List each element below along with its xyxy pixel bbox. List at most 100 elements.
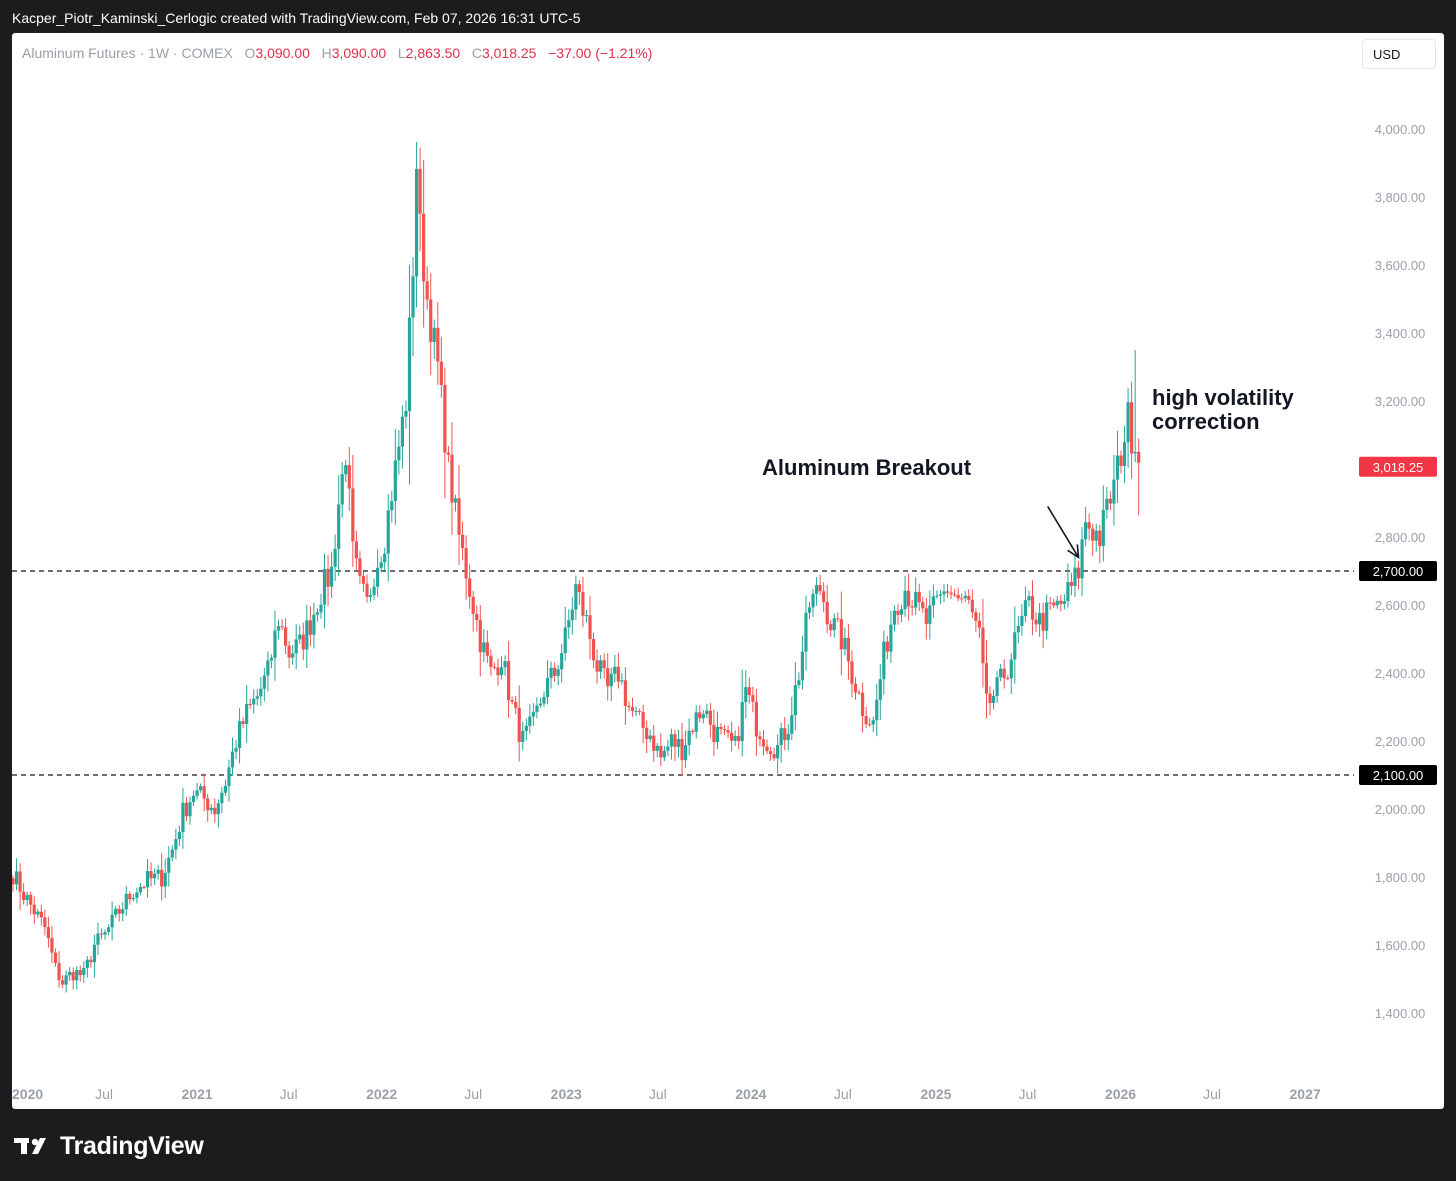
candle-body xyxy=(89,959,93,963)
candle-body xyxy=(740,702,744,742)
candle xyxy=(209,804,213,815)
candle-body xyxy=(485,642,489,656)
candle-body xyxy=(871,720,875,725)
x-tick-label: 2026 xyxy=(1105,1086,1136,1102)
candle-body xyxy=(804,612,808,652)
candle-body xyxy=(772,754,776,759)
candle-body xyxy=(1055,600,1059,606)
candle xyxy=(1052,598,1056,609)
candle xyxy=(298,625,302,644)
candle-body xyxy=(967,595,971,600)
candles xyxy=(12,141,1141,993)
price-chart[interactable]: 1,400.00 1,600.00 1,800.00 2,000.00 2,200.00… xyxy=(12,33,1444,1109)
candle xyxy=(616,653,620,689)
candle-body xyxy=(538,703,543,706)
candle xyxy=(1013,606,1017,684)
candle xyxy=(372,578,376,600)
candle-body xyxy=(510,700,514,702)
tradingview-logo[interactable]: TradingView xyxy=(14,1128,204,1164)
candle xyxy=(340,462,344,518)
currency-button[interactable]: USD xyxy=(1362,39,1436,69)
candle xyxy=(92,934,97,978)
candle xyxy=(892,605,897,632)
candle-body xyxy=(121,909,125,914)
candle-body xyxy=(457,498,461,535)
candle-body xyxy=(616,666,620,682)
candle-body xyxy=(814,585,819,594)
annotation-volatility-line2[interactable]: correction xyxy=(1152,409,1260,434)
candle-body xyxy=(496,667,500,676)
candle xyxy=(319,593,323,619)
candle xyxy=(620,673,624,685)
candle-body xyxy=(722,729,727,731)
candle-body xyxy=(560,653,564,670)
candle xyxy=(574,575,578,621)
candle-body xyxy=(683,745,688,761)
candle-body xyxy=(1098,530,1102,546)
candle-body xyxy=(574,584,578,610)
candle xyxy=(326,555,330,606)
candle-body xyxy=(131,897,135,900)
candle xyxy=(963,590,967,603)
candle-body xyxy=(291,653,295,658)
candle-body xyxy=(1009,659,1013,679)
candle xyxy=(793,662,797,731)
candle xyxy=(602,653,606,679)
candle-body xyxy=(206,798,210,811)
candle-body xyxy=(230,751,235,768)
candle-body xyxy=(36,911,40,915)
candle-body xyxy=(953,594,957,596)
candle xyxy=(57,951,61,988)
candle-body xyxy=(223,785,228,793)
candle-body xyxy=(521,730,525,742)
x-tick-label: 2023 xyxy=(551,1086,582,1102)
candle-body xyxy=(584,615,589,617)
chart-panel[interactable]: 1,400.00 1,600.00 1,800.00 2,000.00 2,200.00… xyxy=(12,33,1444,1109)
candle-body xyxy=(32,904,36,915)
annotation-volatility-line1[interactable]: high volatility xyxy=(1152,385,1294,410)
candle xyxy=(39,904,43,926)
candle xyxy=(344,459,348,483)
candle xyxy=(921,596,925,613)
candle-body xyxy=(811,593,815,608)
candle xyxy=(153,868,157,885)
candle-body xyxy=(981,627,985,664)
candle-body xyxy=(153,873,157,879)
candle-body xyxy=(1045,602,1049,631)
candle xyxy=(991,689,996,710)
candle-body xyxy=(361,575,366,584)
candle xyxy=(1122,425,1127,484)
candle xyxy=(687,718,691,756)
candle xyxy=(1108,491,1112,511)
candle xyxy=(354,530,358,570)
candle xyxy=(857,689,861,695)
candle-body xyxy=(372,586,376,596)
candle-body xyxy=(347,465,351,489)
candle-body xyxy=(124,893,128,910)
candle xyxy=(25,891,29,907)
candle-body xyxy=(553,667,557,676)
candle-body xyxy=(846,637,851,662)
candle xyxy=(843,627,847,656)
candle-body xyxy=(213,807,217,815)
candle-body xyxy=(567,620,571,628)
y-tick-label: 3,400.00 xyxy=(1375,326,1426,341)
candle xyxy=(85,956,89,978)
candle xyxy=(216,799,220,828)
candle-body xyxy=(351,488,355,542)
candle xyxy=(287,641,291,669)
candle xyxy=(779,722,783,763)
candle xyxy=(223,779,228,797)
annotation-breakout[interactable]: Aluminum Breakout xyxy=(762,455,972,480)
candle-body xyxy=(1115,455,1120,480)
candle xyxy=(995,671,999,703)
candle-body xyxy=(528,716,532,726)
candle xyxy=(82,960,86,984)
candle xyxy=(705,703,709,719)
candle-body xyxy=(691,730,695,732)
candle xyxy=(694,705,698,739)
candle xyxy=(715,711,720,750)
candle xyxy=(885,635,889,660)
candle-body xyxy=(177,832,181,840)
candle-body xyxy=(761,739,766,747)
